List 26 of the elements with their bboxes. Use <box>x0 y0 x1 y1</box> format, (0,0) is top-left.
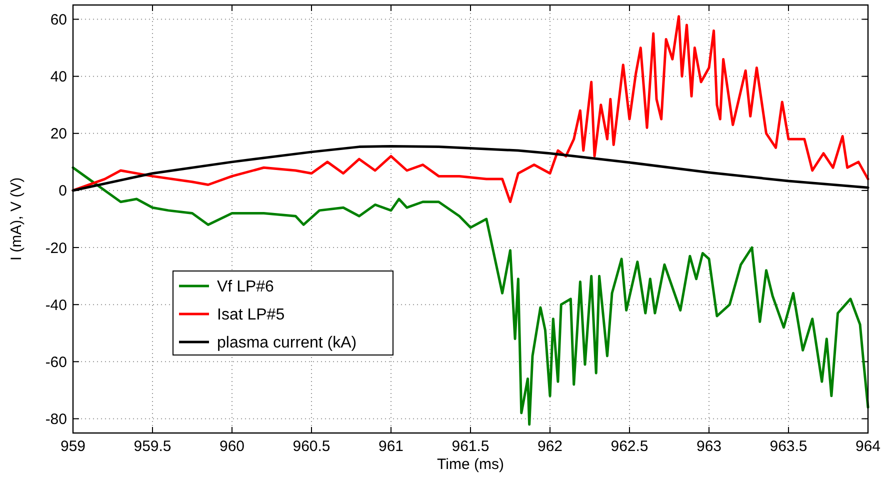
y-tick-label: 0 <box>58 182 67 200</box>
x-tick-label: 960 <box>219 438 245 455</box>
x-tick-label: 963 <box>696 438 722 455</box>
y-tick-label: 20 <box>50 126 67 143</box>
legend-label: Isat LP#5 <box>217 306 285 324</box>
x-tick-label: 964 <box>855 438 881 455</box>
line-series <box>72 166 870 426</box>
x-tick-label: 962.5 <box>610 438 648 455</box>
y-tick-label: -60 <box>45 354 67 371</box>
legend-label: plasma current (kA) <box>217 334 357 352</box>
x-tick-label: 959.5 <box>134 438 172 455</box>
y-tick-label: 60 <box>50 12 67 29</box>
y-tick-label: -20 <box>45 240 67 257</box>
x-tick-label: 961.5 <box>452 438 490 455</box>
x-tick-label: 962 <box>537 438 563 455</box>
x-tick-label: 963.5 <box>770 438 808 455</box>
x-tick-label: 959 <box>60 438 86 455</box>
x-tick-label: 960.5 <box>292 438 330 455</box>
y-axis-title: I (mA), V (V) <box>8 177 25 261</box>
y-tick-label: 40 <box>50 68 67 86</box>
x-axis-title: Time (ms) <box>437 456 504 473</box>
legend-label: Vf LP#6 <box>217 278 274 296</box>
y-tick-label: -40 <box>45 296 67 314</box>
x-tick-label: 961 <box>378 438 404 455</box>
y-tick-label: -80 <box>45 410 67 428</box>
line-series <box>72 15 870 204</box>
